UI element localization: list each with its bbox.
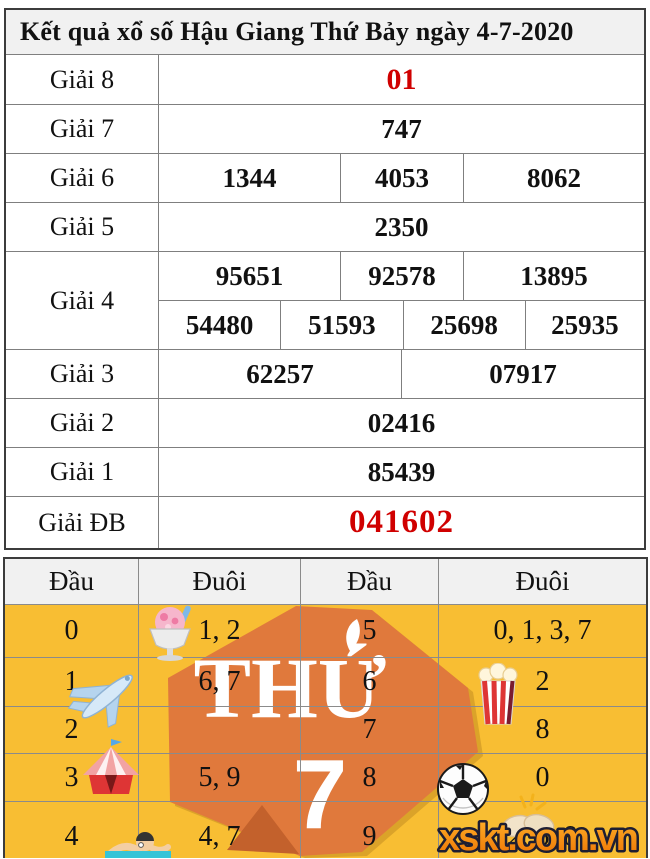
cell-dau: 9 xyxy=(300,802,438,858)
header-duoi-1: Đuôi xyxy=(138,559,300,604)
header-dau-1: Đầu xyxy=(49,566,94,596)
prize-value-g4-1: 95651 xyxy=(215,260,284,291)
summary-row-2: 2 7 8 xyxy=(5,706,646,753)
prize-row-g1: Giải 1 85439 xyxy=(6,447,644,496)
prize-row-g7: Giải 7 747 xyxy=(6,104,644,153)
prize-value-g7: 747 xyxy=(381,113,422,144)
cell-dau: 1 xyxy=(64,666,79,697)
prize-value-g6-2: 4053 xyxy=(339,154,463,202)
prize-value-g1: 85439 xyxy=(367,456,436,487)
prize-row-g8: Giải 8 01 xyxy=(6,54,644,104)
cell-duoi: 1, 2 xyxy=(138,605,300,657)
prize-value-g8: 01 xyxy=(386,62,417,96)
summary-header-row: Đầu Đuôi Đầu Đuôi xyxy=(5,559,646,605)
results-table: Kết quả xổ số Hậu Giang Thứ Bảy ngày 4-7… xyxy=(4,8,646,550)
watermark-link[interactable]: xskt.com.vn xyxy=(422,817,650,859)
prize-value-g4-3: 13895 xyxy=(463,252,644,300)
cell-duoi: 4, 7 xyxy=(138,802,300,858)
cell-duoi: 5, 9 xyxy=(138,754,300,801)
prize-row-g3: Giải 3 62257 07917 xyxy=(6,349,644,398)
prize-row-g4: Giải 4 95651 92578 13895 54480 51593 256… xyxy=(6,251,644,349)
cell-dau: 7 xyxy=(300,707,438,753)
prize-label-g4: Giải 4 xyxy=(6,252,159,349)
watermark-text[interactable]: xskt.com.vn xyxy=(437,817,642,859)
page-title: Kết quả xổ số Hậu Giang Thứ Bảy ngày 4-7… xyxy=(6,10,644,54)
prize-value-g4-7: 25935 xyxy=(524,301,644,349)
summary-row-0: 0 1, 2 5 0, 1, 3, 7 xyxy=(5,605,646,657)
header-dau-2: Đầu xyxy=(300,559,438,604)
prize-label-g6: Giải 6 xyxy=(6,154,159,202)
prize-label-g7: Giải 7 xyxy=(6,105,159,153)
cell-duoi: 6, 7 xyxy=(138,658,300,706)
prize-row-g2: Giải 2 02416 xyxy=(6,398,644,447)
prize-value-g4-5: 51593 xyxy=(280,301,402,349)
prize-value-g3-2: 07917 xyxy=(401,350,644,398)
prize-value-g6-3: 8062 xyxy=(463,154,644,202)
cell-dau: 5 xyxy=(300,605,438,657)
cell-duoi: 0, 1, 3, 7 xyxy=(438,605,646,657)
prize-value-g2: 02416 xyxy=(367,407,436,438)
cell-dau: 6 xyxy=(300,658,438,706)
prize-value-g4-2: 92578 xyxy=(339,252,463,300)
prize-row-g5: Giải 5 2350 xyxy=(6,202,644,251)
prize-value-g6-1: 1344 xyxy=(222,162,277,193)
prize-label-g1: Giải 1 xyxy=(6,448,159,496)
prize-label-gdb: Giải ĐB xyxy=(6,497,159,548)
prize-value-g5: 2350 xyxy=(374,211,429,242)
prize-value-g4-4: 54480 xyxy=(185,309,254,340)
cell-duoi: 8 xyxy=(438,707,646,753)
summary-row-3: 3 5, 9 8 0 xyxy=(5,753,646,801)
cell-dau: 2 xyxy=(64,714,79,745)
cell-duoi: 2 xyxy=(438,658,646,706)
cell-dau: 0 xyxy=(64,615,79,646)
prize-label-g5: Giải 5 xyxy=(6,203,159,251)
prize-row-g6: Giải 6 1344 4053 8062 xyxy=(6,153,644,202)
cell-dau: 3 xyxy=(64,761,79,793)
prize-value-gdb: 041602 xyxy=(349,504,454,540)
prize-value-g3-1: 62257 xyxy=(246,358,314,389)
prize-value-g4-6: 25698 xyxy=(402,301,525,349)
summary-row-1: 1 6, 7 6 2 xyxy=(5,657,646,706)
prize-label-g2: Giải 2 xyxy=(6,399,159,447)
prize-row-gdb: Giải ĐB 041602 xyxy=(6,496,644,548)
cell-duoi: 0 xyxy=(438,754,646,801)
header-duoi-2: Đuôi xyxy=(438,559,646,604)
cell-duoi xyxy=(138,707,300,753)
cell-dau: 4 xyxy=(64,820,79,852)
cell-dau: 8 xyxy=(300,754,438,801)
prize-label-g3: Giải 3 xyxy=(6,350,159,398)
head-tail-table: THỨ 7 Đầu Đuôi Đầu Đuôi 0 1, 2 5 0, 1, 3… xyxy=(3,557,648,858)
prize-label-g8: Giải 8 xyxy=(6,55,159,104)
